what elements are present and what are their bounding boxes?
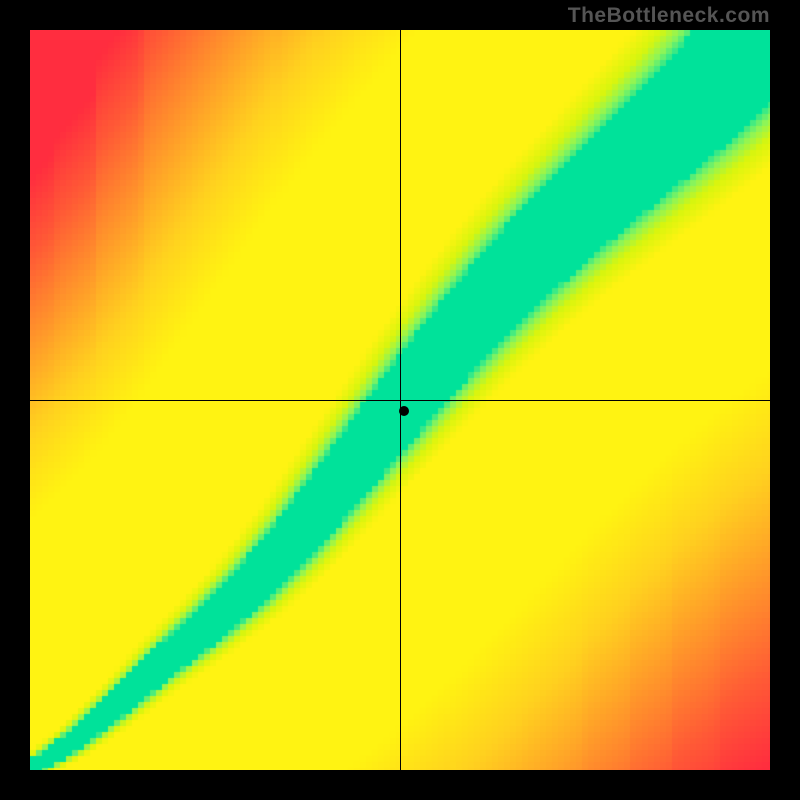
- crosshair-horizontal: [30, 400, 770, 401]
- watermark-text: TheBottleneck.com: [568, 4, 770, 28]
- marker-point: [399, 406, 409, 416]
- chart-frame: TheBottleneck.com: [0, 0, 800, 800]
